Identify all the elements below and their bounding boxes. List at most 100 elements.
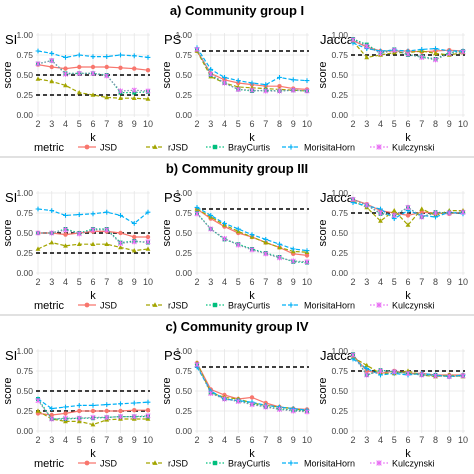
- data-point-morisitahorn: [76, 52, 82, 58]
- x-tick-label: 6: [405, 435, 410, 445]
- legend-key-marker: [84, 302, 90, 308]
- data-point-kulczynski: [304, 88, 310, 94]
- y-tick-label: 0.25: [16, 248, 33, 258]
- data-point-kulczynski: [35, 61, 41, 67]
- data-point-morisitahorn: [35, 206, 41, 212]
- y-tick-label: 0.50: [16, 228, 33, 238]
- legend-item-morisitahorn: MorisitaHorn: [282, 459, 355, 469]
- data-point-kulczynski: [208, 71, 214, 77]
- data-point-kulczynski: [432, 210, 439, 216]
- x-axis-label: k: [249, 448, 255, 460]
- y-axis-label: score: [2, 378, 14, 405]
- x-tick-label: 8: [433, 119, 438, 129]
- y-tick-label: 1.00: [331, 30, 348, 40]
- y-tick-label: 0.25: [175, 406, 192, 416]
- data-point-kulczynski: [249, 247, 255, 253]
- data-point-kulczynski: [49, 58, 55, 64]
- data-point-rjsd: [364, 362, 370, 368]
- y-axis-label: score: [317, 62, 329, 89]
- data-point-kulczynski: [62, 227, 69, 233]
- legend-key-marker: [84, 144, 90, 150]
- data-point-kulczynski: [131, 414, 137, 420]
- legend-item-rjsd: rJSD: [146, 301, 189, 311]
- data-point-kulczynski: [117, 88, 124, 94]
- legend: metric JSD rJSD BrayCurtis MorisitaHorn Kulcz…: [34, 142, 435, 154]
- y-tick-label: 0.75: [175, 50, 192, 60]
- data-point-morisitahorn: [304, 78, 310, 83]
- x-tick-label: 7: [263, 435, 268, 445]
- data-point-jsd: [145, 234, 151, 240]
- y-tick-label: 0.00: [175, 426, 192, 436]
- legend-label: rJSD: [168, 459, 189, 469]
- y-tick-label: 0.75: [16, 50, 33, 60]
- data-point-rjsd: [104, 241, 110, 246]
- x-tick-label: 10: [143, 277, 153, 287]
- data-point-jsd: [90, 408, 96, 414]
- data-point-kulczynski: [364, 43, 370, 49]
- data-point-kulczynski: [419, 214, 425, 220]
- y-tick-label: 0.00: [175, 110, 192, 120]
- legend-label: Kulczynski: [392, 459, 435, 469]
- data-point-rjsd: [76, 418, 82, 424]
- data-point-kulczynski: [221, 396, 228, 402]
- y-tick-label: 1.00: [331, 188, 348, 198]
- data-point-morisitahorn: [90, 211, 96, 217]
- x-tick-label: 2: [194, 435, 199, 445]
- data-point-kulczynski: [131, 87, 137, 93]
- data-point-kulczynski: [460, 373, 466, 379]
- x-tick-label: 4: [222, 435, 227, 445]
- x-tick-label: 7: [104, 435, 109, 445]
- legend-label: rJSD: [168, 143, 189, 153]
- data-point-morisitahorn: [104, 402, 110, 407]
- data-point-morisitahorn: [118, 213, 123, 218]
- data-point-rjsd: [118, 244, 123, 250]
- legend: metric JSD rJSD BrayCurtis MorisitaHorn Kulcz…: [34, 458, 435, 470]
- x-tick-label: 8: [433, 277, 438, 287]
- y-axis-label: score: [161, 220, 173, 247]
- panel-title: PS: [164, 32, 182, 47]
- data-point-kulczynski: [194, 46, 200, 52]
- series-line-kulczynski: [37, 400, 149, 420]
- data-point-rjsd: [35, 408, 41, 413]
- x-tick-label: 3: [208, 277, 213, 287]
- data-point-morisitahorn: [90, 54, 96, 59]
- x-tick-label: 6: [405, 119, 410, 129]
- data-point-kulczynski: [90, 227, 96, 233]
- x-tick-label: 5: [236, 435, 241, 445]
- legend-item-jsd: JSD: [78, 301, 118, 311]
- data-point-morisitahorn: [63, 213, 68, 218]
- x-tick-label: 3: [208, 119, 213, 129]
- data-point-kulczynski: [235, 398, 241, 404]
- data-point-rjsd: [90, 241, 96, 246]
- data-point-kulczynski: [391, 369, 397, 375]
- legend-key-marker: [212, 302, 218, 308]
- x-tick-label: 8: [118, 435, 123, 445]
- data-point-morisitahorn: [49, 208, 55, 213]
- data-point-kulczynski: [117, 240, 124, 246]
- x-tick-label: 5: [392, 119, 397, 129]
- data-point-morisitahorn: [118, 401, 123, 407]
- data-point-morisitahorn: [290, 77, 296, 83]
- y-tick-label: 0.50: [331, 70, 348, 80]
- group-title: c) Community group IV: [166, 319, 309, 334]
- legend-item-morisitahorn: MorisitaHorn: [282, 143, 355, 153]
- data-point-morisitahorn: [208, 67, 214, 72]
- legend-label: JSD: [100, 459, 118, 469]
- legend-key-marker: [152, 302, 158, 307]
- x-tick-label: 10: [143, 435, 153, 445]
- panel-si: SI 0.00 0.25 0.50 0.75 1.00 2 3 4 5 6 7 8 9 10 k score: [2, 30, 153, 144]
- data-point-morisitahorn: [277, 241, 282, 247]
- x-tick-label: 3: [49, 119, 54, 129]
- data-point-jsd: [104, 408, 109, 414]
- data-point-morisitahorn: [235, 226, 241, 232]
- x-tick-label: 7: [419, 119, 424, 129]
- data-point-kulczynski: [117, 414, 124, 420]
- y-tick-label: 0.75: [16, 208, 33, 218]
- data-point-kulczynski: [304, 259, 310, 265]
- y-tick-label: 0.50: [16, 70, 33, 80]
- data-point-rjsd: [118, 95, 123, 100]
- data-point-kulczynski: [208, 390, 214, 396]
- data-point-morisitahorn: [145, 55, 151, 60]
- x-tick-label: 2: [35, 119, 40, 129]
